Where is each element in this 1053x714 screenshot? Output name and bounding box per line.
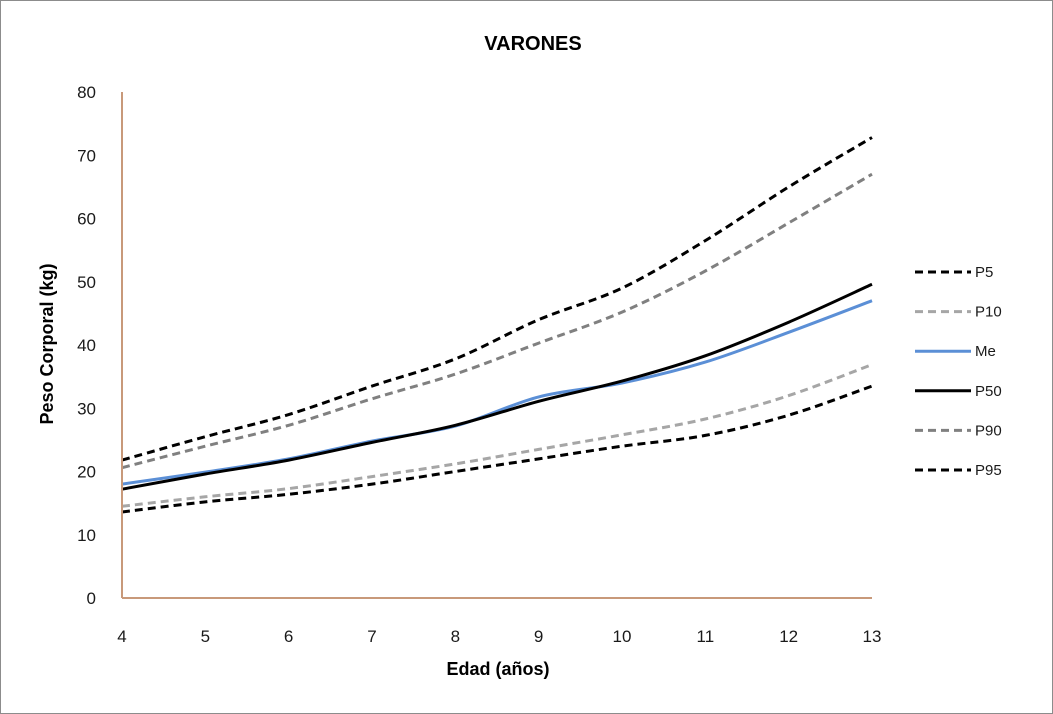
x-tick-label: 12 [779,627,798,646]
legend-label-p10: P10 [975,304,1002,321]
legend-label-p5: P5 [975,264,993,281]
chart-title: VARONES [484,33,581,55]
x-tick-label: 9 [534,627,543,646]
legend-label-p95: P95 [975,462,1002,479]
y-tick-label: 0 [87,589,96,608]
legend: P5 P10 Me P50 P90 P95 [915,264,1002,479]
y-tick-label: 60 [77,210,96,229]
y-tick-label: 70 [77,146,96,165]
x-tick-label: 6 [284,627,293,646]
axes [121,92,872,599]
x-tick-label: 10 [613,627,632,646]
legend-label-p90: P90 [975,422,1002,439]
series-line-p50 [121,282,873,491]
y-tick-label: 50 [77,273,96,292]
y-tick-label: 30 [77,399,96,418]
legend-label-me: Me [975,343,996,360]
series-line-p90 [121,172,873,470]
y-tick-label: 80 [77,83,96,102]
x-tick-label: 8 [451,627,460,646]
series-line-p5 [121,136,873,462]
x-axis-ticks: 4 5 6 7 8 9 10 11 12 13 [117,627,881,646]
x-tick-label: 5 [201,627,210,646]
series-line-p10 [121,363,873,508]
y-axis-ticks: 0 10 20 30 40 50 60 70 80 [77,83,96,608]
y-axis-title: Peso Corporal (kg) [37,263,57,424]
x-tick-label: 13 [863,627,882,646]
x-axis-title: Edad (años) [446,659,549,679]
series-lines [121,136,873,514]
x-tick-label: 11 [697,627,715,646]
y-tick-label: 40 [77,336,96,355]
legend-label-p50: P50 [975,383,1002,400]
x-tick-label: 4 [117,627,126,646]
x-tick-label: 7 [367,627,376,646]
series-line-p95 [121,384,873,514]
y-tick-label: 10 [77,526,96,545]
y-tick-label: 20 [77,463,96,482]
